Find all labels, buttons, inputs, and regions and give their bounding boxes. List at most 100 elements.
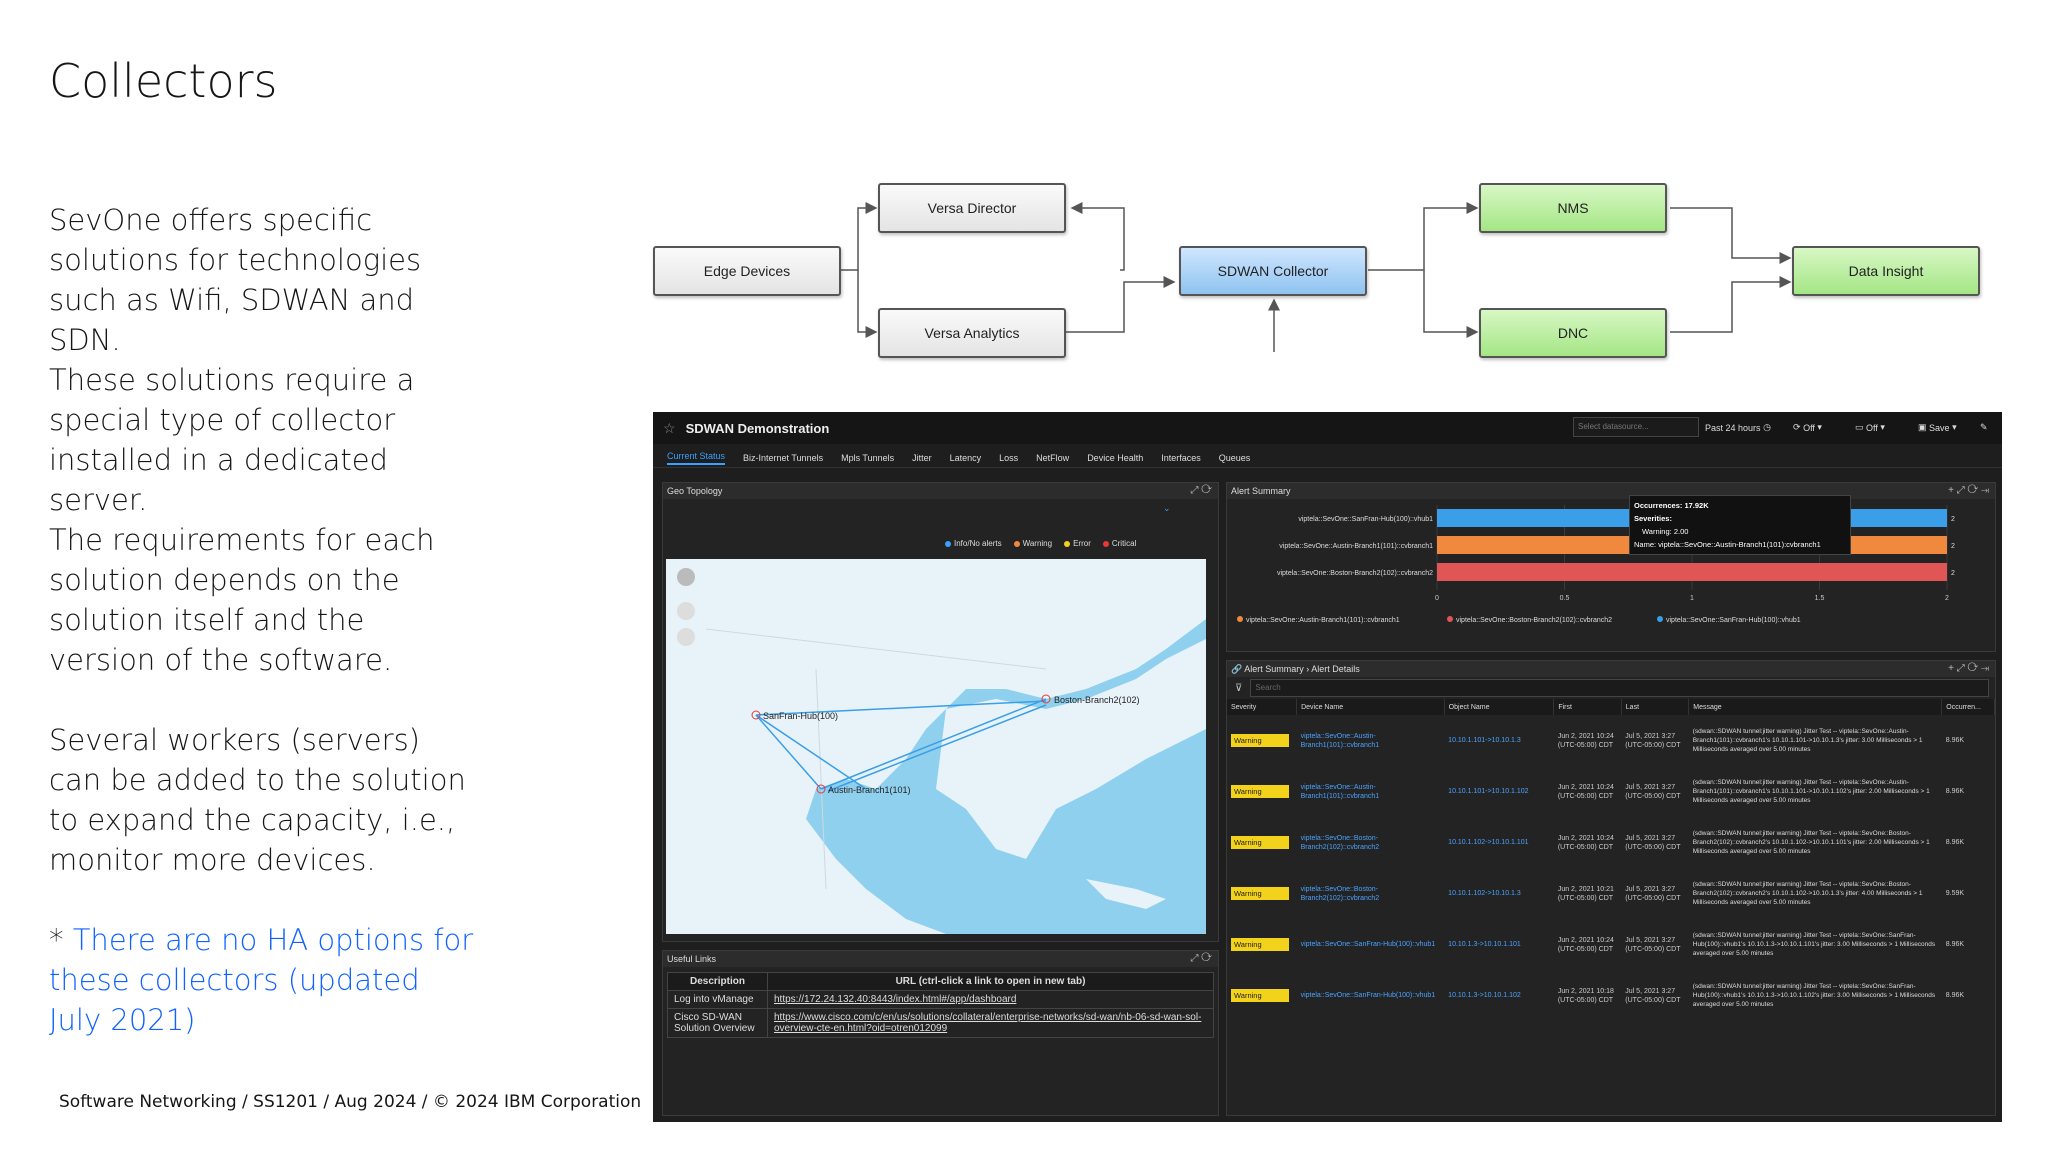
save-button[interactable]: ▣ Save ▾ [1918, 422, 1957, 433]
footer: Software Networking / SS1201 / Aug 2024 … [59, 1092, 642, 1112]
tooltip-occurrences: Occurrences: 17.92K [1634, 501, 1709, 510]
datasource-select[interactable]: Select datasource... [1573, 417, 1699, 437]
column-header[interactable]: Severity [1227, 699, 1298, 715]
tab-jitter[interactable]: Jitter [912, 452, 932, 463]
legend-label: viptela::SevOne::Boston-Branch2(102)::cv… [1456, 617, 1612, 624]
tab-netflow[interactable]: NetFlow [1036, 452, 1070, 463]
device-name[interactable]: viptela::SevOne::Austin-Branch1(101)::cv… [1300, 783, 1380, 800]
clock-icon: ◷ [1763, 422, 1771, 432]
severity-badge: Warning [1231, 785, 1289, 798]
tooltip-severities: Severities: [1634, 514, 1672, 523]
star-icon[interactable]: ☆ [663, 419, 676, 436]
zoom-in-icon [677, 602, 695, 620]
object-name[interactable]: 10.10.1.3->10.10.1.101 [1448, 941, 1521, 948]
object-name[interactable]: 10.10.1.102->10.10.1.101 [1448, 839, 1529, 846]
chevron-down-icon: ▾ [1952, 422, 1957, 432]
device-name[interactable]: viptela::SevOne::Austin-Branch1(101)::cv… [1300, 732, 1380, 749]
breadcrumb-alert-summary[interactable]: Alert Summary [1244, 664, 1304, 674]
table-row[interactable]: Warning viptela::SevOne::SanFran-Hub(100)… [1227, 970, 1995, 1021]
column-header[interactable]: Message [1688, 699, 1943, 715]
link-description: Cisco SD-WAN Solution Overview [667, 1008, 768, 1038]
panel-controls[interactable]: ⤢ ⟳ [1190, 485, 1213, 496]
refresh-button[interactable]: ⟳ Off ▾ [1793, 422, 1822, 433]
severity-badge: Warning [1231, 887, 1289, 900]
paragraph-1: SevOne offers specific solutions for tec… [49, 203, 422, 357]
useful-links-table-wrap: Description URL (ctrl-click a link to ope… [663, 967, 1218, 1043]
x-tick-label: 0.5 [1560, 595, 1570, 602]
device-name[interactable]: viptela::SevOne::Boston-Branch2(102)::cv… [1300, 834, 1380, 851]
tab-loss[interactable]: Loss [999, 452, 1019, 463]
table-row[interactable]: Warning viptela::SevOne::Austin-Branch1(1… [1227, 766, 1995, 817]
tab-mpls-tunnels[interactable]: Mpls Tunnels [841, 452, 895, 463]
alert-message: (sdwan::SDWAN tunnel:jitter warning) Jit… [1692, 983, 1936, 1008]
link-url[interactable]: https://www.cisco.com/c/en/us/solutions/… [774, 1012, 1202, 1034]
tab-queues[interactable]: Queues [1218, 452, 1251, 463]
object-name[interactable]: 10.10.1.101->10.10.1.102 [1448, 788, 1529, 795]
col-description: Description [667, 972, 768, 991]
useful-links-header: Useful Links ⤢ ⟳ [663, 951, 1218, 967]
edit-icon[interactable]: ✎ [1980, 422, 1988, 432]
time-range-button[interactable]: Past 24 hours ◷ [1705, 422, 1771, 433]
column-header[interactable]: First [1553, 699, 1622, 715]
column-header[interactable]: Object Name [1444, 699, 1555, 715]
severity-badge: Warning [1231, 734, 1289, 747]
dashboard-tabs: Current Status Biz-Internet Tunnels Mpls… [653, 448, 2002, 468]
tab-current-status[interactable]: Current Status [667, 451, 726, 465]
panel-controls[interactable]: + ⤢ ⟳ ⇥ [1948, 485, 1989, 496]
x-tick-label: 1.5 [1815, 595, 1825, 602]
column-header[interactable]: Last [1621, 699, 1690, 715]
category-label: viptela::SevOne::SanFran-Hub(100)::vhub1 [1298, 516, 1433, 523]
chevron-down-icon: ▾ [1817, 422, 1822, 432]
first-seen: Jun 2, 2021 10:24 (UTC-05:00) CDT [1557, 936, 1614, 953]
object-name[interactable]: 10.10.1.101->10.10.1.3 [1448, 737, 1521, 744]
last-seen: Jul 5, 2021 3:27 (UTC-05:00) CDT [1625, 936, 1681, 953]
table-row: Cisco SD-WAN Solution Overview https://ww… [667, 1008, 1214, 1038]
column-header[interactable]: Device Name [1296, 699, 1445, 715]
x-tick-label: 0 [1435, 595, 1439, 602]
table-row: Log into vManage https://172.24.132.40:84… [667, 990, 1214, 1009]
legend-marker [1657, 616, 1663, 622]
table-row[interactable]: Warning viptela::SevOne::SanFran-Hub(100)… [1227, 919, 1995, 970]
alert-message: (sdwan::SDWAN tunnel:jitter warning) Jit… [1692, 881, 1923, 906]
tab-biz-internet-tunnels[interactable]: Biz-Internet Tunnels [743, 452, 824, 463]
tab-device-health[interactable]: Device Health [1087, 452, 1144, 463]
first-seen: Jun 2, 2021 10:18 (UTC-05:00) CDT [1557, 987, 1614, 1004]
site-sanfran-label: SanFran-Hub(100) [763, 711, 838, 721]
refresh-label: Off [1803, 422, 1815, 433]
edge-devices-box: Edge Devices [653, 246, 841, 296]
alert-summary-panel: Alert Summary + ⤢ ⟳ ⇥ 0 0.5 1 1.5 2 viptela::S… [1226, 482, 1996, 652]
nms-box: NMS [1479, 183, 1667, 233]
table-row[interactable]: Warning viptela::SevOne::Austin-Branch1(1… [1227, 715, 1995, 766]
search-input[interactable]: Search [1250, 679, 1989, 697]
occurrences: 8.96K [1945, 788, 1965, 795]
column-header[interactable]: Occurren... [1941, 699, 1995, 715]
geo-map[interactable]: SanFran-Hub(100) Austin-Branch1(101) Bos… [666, 559, 1206, 934]
alert-summary-header: Alert Summary + ⤢ ⟳ ⇥ [1227, 483, 1995, 499]
legend-marker [1237, 616, 1243, 622]
device-name[interactable]: viptela::SevOne::SanFran-Hub(100)::vhub1 [1300, 941, 1436, 948]
tab-interfaces[interactable]: Interfaces [1161, 452, 1201, 463]
table-row[interactable]: Warning viptela::SevOne::Boston-Branch2(1… [1227, 868, 1995, 919]
panel-controls[interactable]: + ⤢ ⟳ ⇥ [1948, 663, 1989, 674]
filter-icon[interactable]: ⊽ [1235, 682, 1243, 694]
diagram-connectors [841, 202, 1792, 352]
ha-note-link[interactable]: There are no HA options for these collec… [49, 923, 474, 1037]
table-row[interactable]: Warning viptela::SevOne::Boston-Branch2(1… [1227, 817, 1995, 868]
geo-legend: Info/No alerts Warning Error Critical [945, 539, 1136, 548]
tv-mode-button[interactable]: ▭ Off ▾ [1855, 422, 1885, 433]
category-label: viptela::SevOne::Boston-Branch2(102)::cv… [1277, 570, 1433, 577]
severity-badge: Warning [1231, 836, 1289, 849]
device-name[interactable]: viptela::SevOne::Boston-Branch2(102)::cv… [1300, 885, 1380, 902]
alert-message: (sdwan::SDWAN tunnel:jitter warning) Jit… [1692, 728, 1923, 753]
chevron-down-icon[interactable]: ⌄ [1163, 503, 1171, 513]
device-name[interactable]: viptela::SevOne::SanFran-Hub(100)::vhub1 [1300, 992, 1436, 999]
object-name[interactable]: 10.10.1.3->10.10.1.102 [1448, 992, 1521, 999]
object-name[interactable]: 10.10.1.102->10.10.1.3 [1448, 890, 1521, 897]
note-prefix: * [49, 923, 73, 957]
last-seen: Jul 5, 2021 3:27 (UTC-05:00) CDT [1625, 987, 1681, 1004]
dashboard-title: SDWAN Demonstration [685, 420, 830, 436]
panel-controls[interactable]: ⤢ ⟳ [1190, 953, 1213, 964]
tab-latency[interactable]: Latency [949, 452, 982, 463]
link-url[interactable]: https://172.24.132.40:8443/index.html#/a… [774, 994, 1017, 1005]
